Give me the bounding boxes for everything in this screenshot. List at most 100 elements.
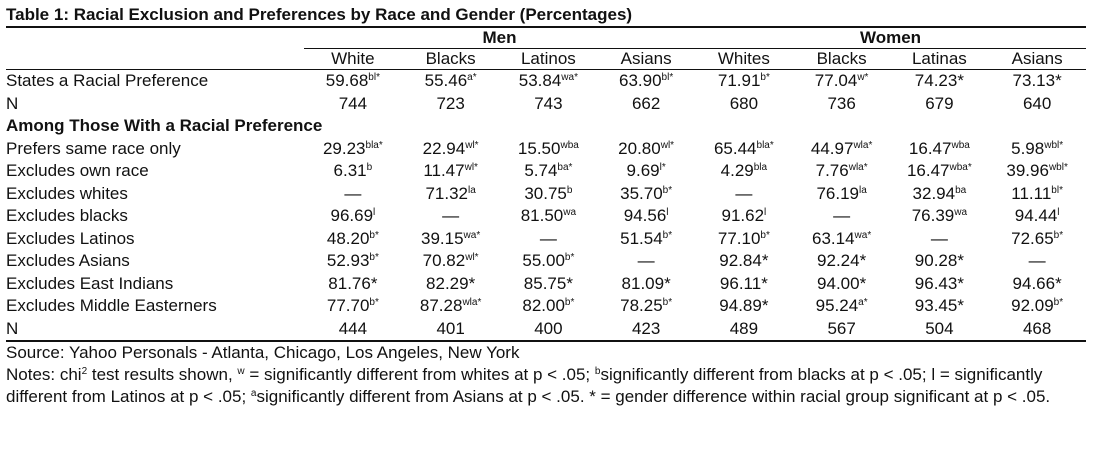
cell: 92.84* <box>695 250 793 273</box>
cell-superscript: wl* <box>465 252 479 263</box>
cell: 65.44bla* <box>695 138 793 161</box>
cell-value: 51.54 <box>620 228 663 248</box>
cell-value: 640 <box>1022 93 1052 113</box>
cell: 96.11* <box>695 273 793 296</box>
cell-value: 81.09* <box>621 273 671 293</box>
cell: 94.44l <box>988 205 1086 228</box>
note-text: = significantly different from whites at… <box>244 365 595 384</box>
row-label: States a Racial Preference <box>6 71 209 90</box>
cell-value: 94.89* <box>719 296 769 315</box>
cell: 32.94ba <box>891 183 989 206</box>
cell: 81.09* <box>597 273 695 296</box>
cell: 92.24* <box>793 250 891 273</box>
table-row: Excludes blacks 96.69l —81.50wa 94.56l 91.62… <box>6 205 1086 228</box>
cell-value: 444 <box>338 318 368 338</box>
row-label: Excludes East Indians <box>6 273 174 293</box>
page: Table 1: Racial Exclusion and Preference… <box>6 5 1086 406</box>
cell-superscript: l* <box>659 162 666 173</box>
cell: 70.82wl* <box>402 250 500 273</box>
cell-value: 72.65 <box>1011 228 1054 248</box>
cell-value: 662 <box>631 93 661 113</box>
cell: 82.00b* <box>500 295 598 318</box>
cell-superscript: bl* <box>661 72 674 83</box>
cell: 72.65b* <box>988 228 1086 251</box>
cell-superscript: bl* <box>368 72 380 83</box>
cell-value: 20.80 <box>618 138 661 158</box>
cell-value: 71.32 <box>425 183 468 203</box>
column-header-row: White Blacks Latinos Asians Whites Blacks Lati… <box>6 48 1086 70</box>
cell-superscript: wa* <box>561 72 578 83</box>
cell: 16.47wba* <box>891 160 989 183</box>
cell-value: 44.97 <box>810 138 854 158</box>
cell: 90.28* <box>891 250 989 273</box>
cell-superscript: b* <box>662 184 673 196</box>
table-row: Excludes Asians 52.93b* 70.82wl* 55.00b* —92… <box>6 250 1086 273</box>
note-text: Notes: chi <box>6 365 82 384</box>
column-header: Asians <box>988 48 1086 70</box>
cell-value: 32.94 <box>912 183 956 203</box>
cell: — <box>695 183 793 206</box>
row-label: Excludes whites <box>6 183 128 203</box>
cell: 48.20b* <box>304 228 402 251</box>
cell-value: 736 <box>827 93 856 113</box>
cell-value: 679 <box>925 93 954 113</box>
cell-value: 11.11 <box>1011 183 1052 203</box>
cell: 29.23bla* <box>304 138 402 161</box>
cell: 444 <box>304 317 402 342</box>
cell-value: 76.39 <box>911 206 955 225</box>
cell-value: 55.00 <box>522 251 565 270</box>
group-header: Women <box>695 28 1086 49</box>
cell: 44.97wla* <box>793 138 891 161</box>
cell-value: 87.28 <box>419 296 463 315</box>
cell-value: 504 <box>925 318 954 338</box>
cell: 92.09b* <box>988 295 1086 318</box>
cell-value: 82.00 <box>522 296 565 315</box>
cell-superscript: b* <box>369 252 379 263</box>
cell-superscript: bl* <box>1051 184 1063 196</box>
cell-superscript: bla <box>753 162 768 173</box>
cell-superscript: l <box>1057 207 1060 218</box>
cell: 55.46a* <box>402 70 500 93</box>
section-row: Among Those With a Racial Preference <box>6 115 1086 138</box>
cell-superscript: wl* <box>465 139 479 151</box>
cell-value: 400 <box>534 318 563 338</box>
cell-value: 94.00* <box>817 273 867 293</box>
table-row: Excludes own race 6.31b 11.47wl* 5.74ba* 9.6… <box>6 160 1086 183</box>
cell-superscript: ba* <box>557 162 573 173</box>
cell-value: 7.76 <box>815 161 849 180</box>
cell: 662 <box>597 93 695 116</box>
cell-value: 9.69 <box>626 161 660 180</box>
cell: 94.89* <box>695 295 793 318</box>
cell: 94.56l <box>597 205 695 228</box>
cell-value: 94.56 <box>623 206 667 225</box>
note-superscript: w <box>237 366 245 377</box>
cell-value: 53.84 <box>518 71 562 90</box>
section-label: Among Those With a Racial Preference <box>6 116 323 135</box>
column-header: Blacks <box>792 48 891 70</box>
cell: 94.00* <box>793 273 891 296</box>
cell-value: 73.13* <box>1012 71 1062 90</box>
cell: 81.50wa <box>500 205 598 228</box>
cell-value: 96.11* <box>719 273 768 293</box>
cell-value: 15.50 <box>517 138 561 158</box>
row-label: Excludes blacks <box>6 206 128 225</box>
cell-superscript: wa <box>954 207 968 218</box>
blank <box>6 28 304 49</box>
note-text: significantly different from blacks at p… <box>6 365 1043 406</box>
table-row: Excludes whites —71.32la 30.75b 35.70b* —76.… <box>6 183 1086 206</box>
cell: 74.23* <box>891 70 989 93</box>
cell-superscript: bla* <box>756 139 774 151</box>
column-header: Whites <box>695 48 793 70</box>
cell: 95.24a* <box>793 295 891 318</box>
row-label: Excludes Asians <box>6 251 130 270</box>
cell: 91.62l <box>695 205 793 228</box>
cell-value: 96.69 <box>330 206 374 225</box>
cell: 63.14wa* <box>793 228 891 251</box>
cell: 39.96wbl* <box>988 160 1086 183</box>
cell: — <box>988 250 1086 273</box>
table-row: States a Racial Preference 59.68bl* 55.46a… <box>6 70 1086 93</box>
cell-value: 52.93 <box>326 251 370 270</box>
column-header: Latinos <box>499 48 598 70</box>
cell-superscript: a* <box>858 297 868 308</box>
cell: 20.80wl* <box>597 138 695 161</box>
